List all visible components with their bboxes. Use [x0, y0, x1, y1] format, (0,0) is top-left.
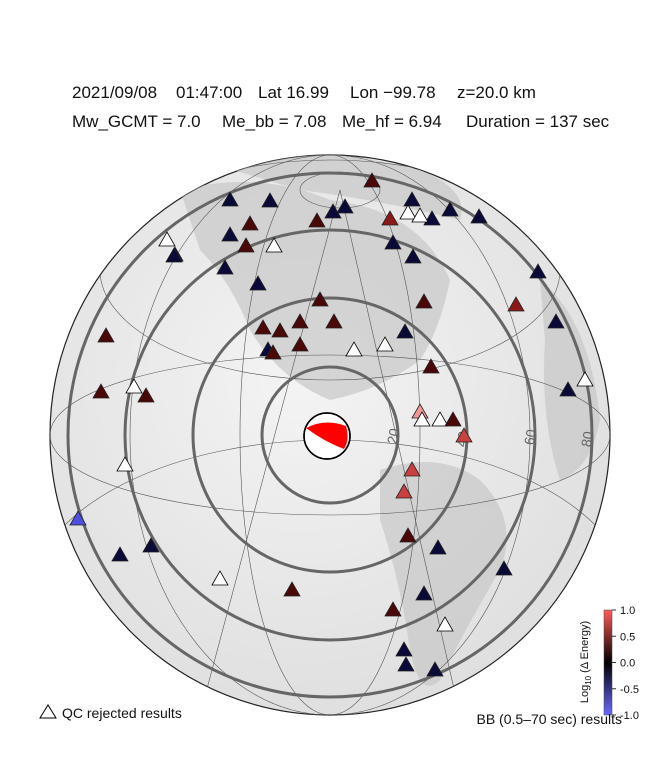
- colorbar-tick-label: 0.5: [620, 631, 635, 643]
- station: [384, 234, 402, 250]
- station: [264, 344, 282, 360]
- station: [111, 546, 129, 562]
- station: [411, 207, 429, 223]
- station: [429, 539, 447, 555]
- header-field: 01:47:00: [176, 83, 242, 102]
- station: [426, 661, 444, 677]
- colorbar-label: Log10 (Δ Energy): [579, 621, 593, 703]
- ring-label: 80: [578, 430, 596, 448]
- station: [69, 510, 87, 526]
- station: [291, 313, 309, 329]
- station: [92, 383, 110, 399]
- beachball: [303, 412, 351, 460]
- station: [396, 323, 414, 339]
- station: [125, 378, 143, 394]
- station: [529, 263, 547, 279]
- station: [311, 291, 329, 307]
- qc-legend-text: QC rejected results: [62, 705, 182, 721]
- station: [216, 259, 234, 275]
- station: [470, 208, 488, 224]
- station: [261, 192, 279, 208]
- station: [559, 381, 577, 397]
- colorbar-ticks: 1.0 0.5 0.0 -0.5 -1.0: [612, 605, 639, 722]
- station: [444, 411, 462, 427]
- station: [116, 456, 134, 472]
- stations: [69, 172, 594, 677]
- station: [291, 336, 309, 352]
- header-field: Me_bb = 7.08: [222, 112, 326, 131]
- station: [249, 275, 267, 291]
- station: [441, 201, 459, 217]
- station: [221, 226, 239, 242]
- header-line-2: Mw_GCMT = 7.0 Me_bb = 7.08 Me_hf = 6.94 Dur…: [72, 112, 610, 131]
- station: [547, 313, 565, 329]
- colorbar-tick-label: 1.0: [620, 605, 635, 617]
- qc-legend-symbol: [39, 704, 57, 719]
- station: [381, 210, 399, 226]
- station: [413, 411, 431, 427]
- station: [415, 585, 433, 601]
- station: [211, 570, 229, 586]
- station: [399, 527, 417, 543]
- ring-label: 20: [384, 427, 402, 445]
- station: [254, 319, 272, 335]
- station: [403, 191, 421, 207]
- station: [221, 191, 239, 207]
- station: [399, 204, 417, 220]
- header-field: Me_hf = 6.94: [342, 112, 442, 131]
- colorbar-tick-label: -1.0: [620, 710, 639, 722]
- colorbar-label-rest: (Δ Energy): [579, 621, 591, 676]
- station: [137, 387, 155, 403]
- station: [576, 371, 594, 387]
- station: [283, 581, 301, 597]
- ring-label: 60: [521, 428, 539, 446]
- header-field: Duration = 137 sec: [466, 112, 610, 131]
- station: [397, 656, 415, 672]
- station: [422, 358, 440, 374]
- colorbar-tick-label: 0.0: [620, 658, 635, 670]
- header-line-1: 2021/09/08 01:47:00 Lat 16.99 Lon −99.78 z=2…: [72, 83, 536, 102]
- station: [455, 427, 473, 443]
- station: [158, 231, 176, 247]
- bb-legend-text: BB (0.5–70 sec) results: [476, 711, 622, 727]
- station: [308, 212, 326, 228]
- station: [363, 172, 381, 188]
- station: [265, 237, 283, 253]
- station: [97, 327, 115, 343]
- station: [165, 247, 183, 263]
- colorbar-label-sub: 10: [584, 675, 593, 684]
- colorbar: [603, 609, 613, 716]
- station: [384, 601, 402, 617]
- station: [241, 215, 259, 231]
- station: [431, 411, 449, 427]
- station: [404, 248, 422, 264]
- distance-rings: [66, 171, 594, 699]
- colorbar-label-main: Log: [579, 685, 591, 703]
- header-field: Mw_GCMT = 7.0: [72, 112, 201, 131]
- station: [237, 237, 255, 253]
- header-field: Lon −99.78: [350, 83, 436, 102]
- station: [345, 341, 363, 357]
- station: [395, 641, 413, 657]
- station: [376, 336, 394, 352]
- station: [495, 560, 513, 576]
- header-field: z=20.0 km: [457, 83, 536, 102]
- station: [415, 293, 433, 309]
- colorbar-tick-label: -0.5: [620, 684, 639, 696]
- station: [507, 296, 525, 312]
- header-field: 2021/09/08: [72, 83, 157, 102]
- station: [325, 313, 343, 329]
- station: [436, 616, 454, 632]
- station: [403, 461, 421, 477]
- station: [142, 537, 160, 553]
- station: [271, 322, 289, 338]
- station: [336, 198, 354, 214]
- header-field: Lat 16.99: [258, 83, 329, 102]
- station: [395, 483, 413, 499]
- station: [324, 203, 342, 219]
